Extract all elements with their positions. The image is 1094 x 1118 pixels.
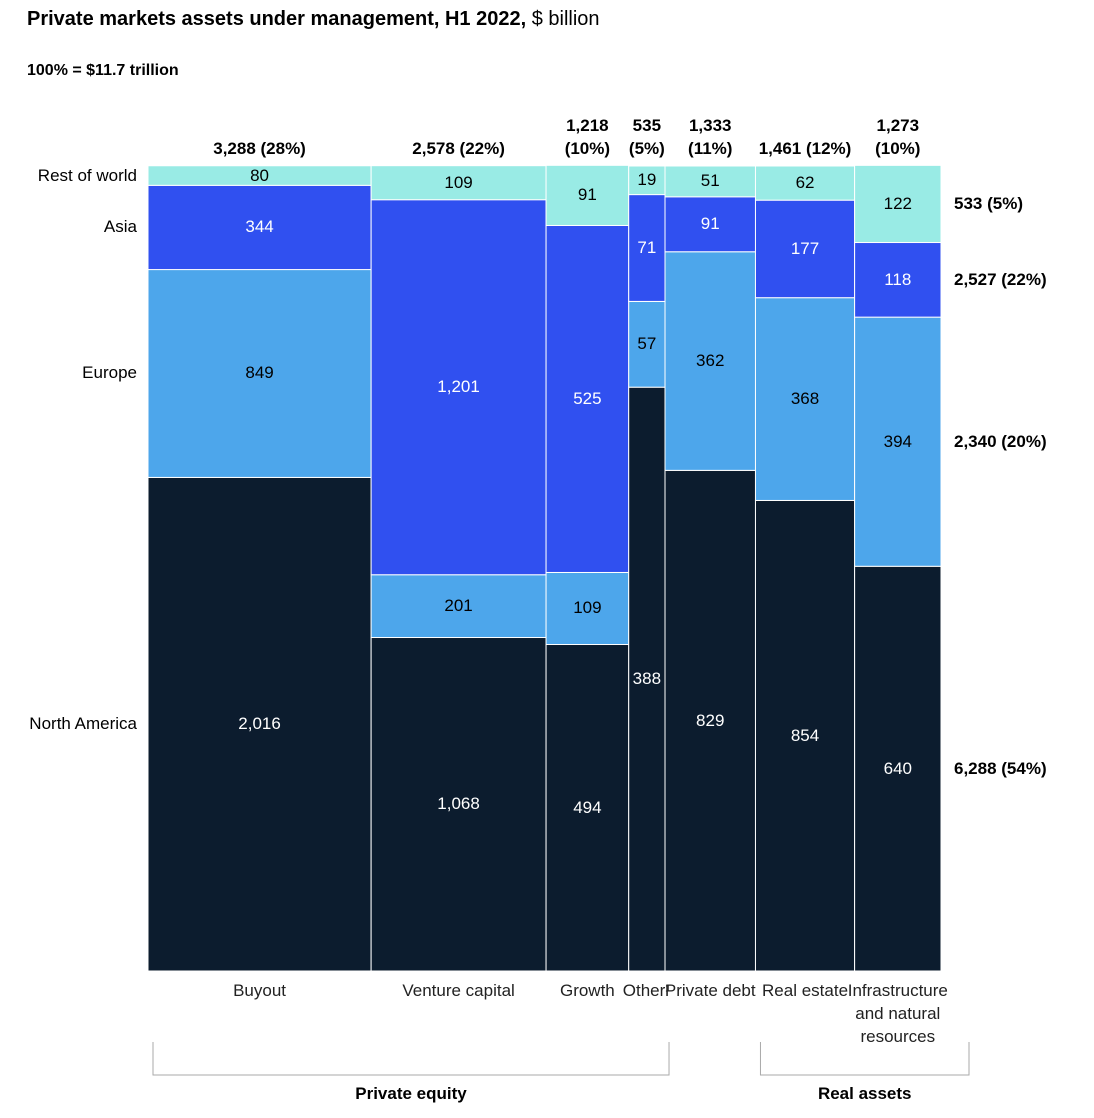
- category-label: Venture capital: [402, 981, 515, 1000]
- value-label: 91: [700, 214, 720, 234]
- segment: [545, 571, 630, 646]
- value-label: 19: [637, 170, 657, 190]
- category-label: Private debt: [664, 981, 756, 1000]
- value-label: 394: [883, 431, 912, 451]
- value-label: 109: [444, 172, 473, 192]
- category-label: Growth: [559, 981, 615, 1000]
- segment: [545, 224, 630, 573]
- segment: [370, 199, 547, 576]
- segment: [147, 476, 372, 972]
- series-label: Rest of world: [37, 165, 137, 185]
- chart-title: Private markets assets under management,…: [27, 8, 527, 30]
- segment: [628, 386, 666, 972]
- group-label: Real assets: [817, 1084, 912, 1103]
- series-total: 2,340 (20%): [954, 431, 1047, 451]
- value-label: 201: [444, 596, 473, 616]
- value-label: 1,068: [437, 794, 480, 814]
- segment: [545, 644, 630, 972]
- segment: [628, 165, 666, 196]
- segment: [854, 164, 942, 244]
- segment: [664, 251, 756, 471]
- title-row: Private markets assets under management,…: [27, 8, 600, 31]
- value-label: 2,016: [238, 714, 281, 734]
- value-label: 80: [250, 165, 269, 185]
- segment: [545, 164, 630, 226]
- series-label: Asia: [103, 217, 137, 237]
- segment: [147, 269, 372, 478]
- column-total: 1,333 (11%): [688, 116, 733, 158]
- segment: [754, 499, 856, 972]
- group-label: Private equity: [355, 1084, 467, 1103]
- column-total: 1,218 (10%): [564, 116, 611, 158]
- segment: [370, 637, 547, 972]
- value-label: 118: [884, 269, 912, 289]
- title-unit: $ billion: [531, 8, 600, 30]
- column-total: 2,578 (22%): [412, 139, 505, 158]
- series-total: 2,527 (22%): [954, 269, 1047, 289]
- value-label: 177: [790, 238, 820, 258]
- segment: [854, 242, 942, 318]
- series-total: 6,288 (54%): [954, 758, 1047, 778]
- category-label: Infrastructure and natural resources: [847, 981, 948, 1046]
- segment: [664, 196, 756, 253]
- value-label: 368: [790, 389, 820, 409]
- value-label: 122: [883, 193, 912, 213]
- value-label: 640: [883, 758, 912, 778]
- category-label: Real estate: [762, 981, 849, 1000]
- value-label: 849: [245, 363, 274, 383]
- column-total: 1,273 (10%): [875, 116, 921, 158]
- value-label: 525: [573, 388, 602, 408]
- segment: [628, 300, 666, 388]
- value-label: 109: [573, 598, 602, 618]
- series-label: North America: [29, 714, 137, 734]
- segment: [754, 165, 856, 201]
- category-label: Buyout: [233, 981, 287, 1000]
- segment: [370, 574, 547, 639]
- value-label: 388: [632, 669, 662, 689]
- value-label: 51: [700, 171, 720, 191]
- segment: [854, 565, 942, 972]
- value-label: 344: [245, 217, 274, 237]
- segment: [854, 316, 942, 567]
- value-label: 71: [637, 238, 657, 257]
- series-total: 533 (5%): [954, 193, 1023, 213]
- value-label: 854: [790, 725, 820, 745]
- column-total: 1,461 (12%): [758, 139, 852, 158]
- segment: [754, 297, 856, 501]
- group-bracket: [152, 1042, 670, 1076]
- segment: [628, 194, 666, 302]
- subtitle: 100% = $11.7 trillion: [27, 62, 179, 79]
- value-label: 829: [696, 710, 725, 730]
- value-label: 1,201: [437, 377, 480, 397]
- column-total: 535 (5%): [628, 116, 665, 158]
- group-bracket: [759, 1042, 970, 1076]
- series-label: Europe: [82, 363, 137, 383]
- value-label: 91: [577, 185, 597, 205]
- segment: [754, 199, 856, 299]
- segment: [664, 165, 756, 198]
- column-total: 3,288 (28%): [213, 139, 306, 158]
- value-label: 362: [696, 351, 725, 371]
- segment: [664, 469, 756, 972]
- category-label: Other¹: [622, 981, 671, 1000]
- value-label: 494: [573, 797, 602, 817]
- value-label: 62: [795, 173, 815, 193]
- value-label: 57: [637, 334, 657, 354]
